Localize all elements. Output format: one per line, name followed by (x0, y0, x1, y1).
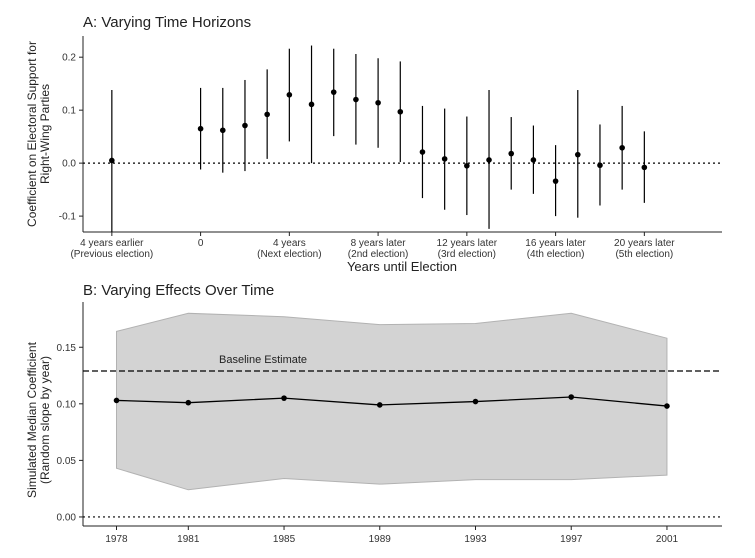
panel-a-point (264, 111, 270, 118)
panel-b-y-axis-label-line1: Simulated Median Coefficient (25, 341, 39, 498)
panel-b-points (113, 394, 670, 409)
panel-a-point (353, 96, 359, 103)
panel-a-x-tick-sublabel: (Previous election) (70, 249, 153, 260)
panel-b-x-tick-label: 1981 (177, 534, 200, 545)
panel-b-y-ticks: 0.00 0.05 0.10 0.15 (57, 343, 83, 523)
panel-a-x-tick-sublabel: (5th election) (615, 249, 673, 260)
panel-a-point (286, 92, 293, 98)
panel-b-x-tick-label: 1993 (464, 534, 487, 545)
panel-a-y-tick-label: 0.1 (62, 106, 76, 117)
panel-a-x-tick-label: 20 years later (614, 238, 675, 249)
panel-a-point (619, 144, 625, 151)
panel-a-point (441, 156, 448, 162)
panel-a-point (530, 157, 537, 163)
panel-b-y-tick-label: 0.15 (57, 343, 77, 354)
panel-a-x-tick-sublabel: (3rd election) (438, 249, 496, 260)
panel-a-title: A: Varying Time Horizons (83, 14, 251, 31)
panel-a-point (464, 162, 470, 169)
panel-a-x-tick-label: 16 years later (525, 238, 586, 249)
panel-b-point (113, 397, 120, 404)
panel-a-point (552, 178, 559, 184)
panel-b-point (472, 398, 479, 405)
panel-b-uncertainty-band (116, 312, 668, 491)
panel-a-x-tick-label: 4 years (273, 238, 306, 249)
panel-a-x-tick-sublabel: (Next election) (257, 249, 321, 260)
panel-a-point (375, 99, 381, 106)
panel-b-x-tick-label: 1978 (105, 534, 128, 545)
panel-a-point (397, 108, 404, 115)
panel-b-y-tick-label: 0.05 (57, 456, 77, 467)
panel-a-point (242, 122, 248, 129)
panel-a-y-tick-label: 0.2 (62, 53, 76, 64)
panel-a-point (109, 157, 115, 164)
panel-b-x-ticks: 1978 1981 1985 1989 1993 1997 2001 (105, 526, 679, 545)
panel-a-x-tick-label: 12 years later (437, 238, 498, 249)
panel-a: A: Varying Time Horizons Coefficient on … (25, 14, 722, 274)
panel-a-point (419, 149, 426, 155)
panel-a-point (574, 151, 581, 158)
panel-a-point (486, 157, 492, 163)
panel-a-y-tick-label: 0.0 (62, 159, 76, 170)
panel-a-point (219, 127, 226, 134)
panel-b-x-tick-label: 1985 (273, 534, 296, 545)
panel-a-point (508, 150, 515, 157)
panel-a-point (197, 125, 204, 132)
panel-b-point (185, 399, 192, 406)
panel-a-point (597, 162, 603, 169)
panel-b-x-tick-label: 2001 (656, 534, 679, 545)
panel-b-x-tick-label: 1989 (369, 534, 392, 545)
panel-b-point (281, 395, 287, 401)
panel-a-point (330, 89, 337, 95)
panel-b-y-axis-label-line2: (Random slope by year) (38, 356, 52, 484)
panel-b-y-tick-label: 0.00 (57, 512, 77, 523)
panel-b-point (568, 394, 575, 400)
panel-b: B: Varying Effects Over Time Simulated M… (25, 282, 722, 545)
panel-a-point (641, 164, 648, 171)
panel-a-point (308, 101, 315, 108)
panel-a-y-axis-label-line1: Coefficient on Electoral Support for (25, 41, 39, 227)
panel-b-point (376, 402, 383, 408)
panel-b-baseline-label: Baseline Estimate (219, 354, 307, 366)
panel-a-x-tick-label: 0 (198, 238, 204, 249)
panel-a-estimates (109, 45, 648, 232)
panel-a-x-ticks: 4 years earlier(Previous election) 0 4 yea… (70, 232, 675, 260)
panel-a-x-tick-sublabel: (4th election) (527, 249, 585, 260)
panel-b-point (664, 403, 670, 409)
panel-a-y-tick-label: -0.1 (59, 212, 77, 223)
panel-a-x-tick-label: 4 years earlier (80, 238, 144, 249)
panel-a-x-axis-label: Years until Election (347, 259, 457, 274)
panel-b-y-tick-label: 0.10 (57, 399, 77, 410)
panel-a-x-tick-sublabel: (2nd election) (348, 249, 409, 260)
panel-a-y-axis-label-line2: Right-Wing Parties (38, 84, 52, 184)
panel-b-x-tick-label: 1997 (560, 534, 583, 545)
panel-a-x-tick-label: 8 years later (351, 238, 407, 249)
panel-b-title: B: Varying Effects Over Time (83, 282, 274, 299)
panel-a-y-ticks: -0.1 0.0 0.1 0.2 (59, 53, 83, 223)
